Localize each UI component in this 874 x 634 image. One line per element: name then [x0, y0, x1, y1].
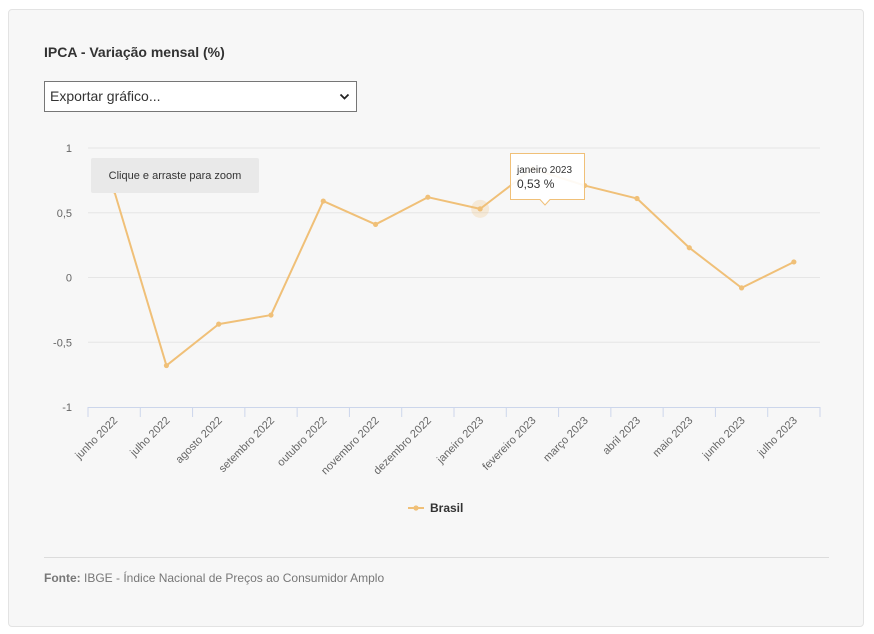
chevron-down-icon [339, 93, 350, 100]
x-tick-label: julho 2022 [127, 415, 172, 460]
chart-card [8, 9, 864, 627]
legend-item-brasil[interactable]: Brasil [408, 501, 463, 515]
x-tick-label: maio 2023 [651, 415, 696, 460]
data-point[interactable] [477, 206, 483, 212]
x-tick-label: dezembro 2022 [371, 415, 434, 478]
data-point[interactable] [268, 312, 274, 318]
zoom-hint: Clique e arraste para zoom [91, 158, 259, 193]
x-tick-label: agosto 2022 [174, 415, 225, 466]
x-tick-label: julho 2023 [755, 415, 800, 460]
export-chart-select[interactable]: Exportar gráfico... [44, 81, 357, 112]
data-point[interactable] [686, 245, 692, 251]
x-tick-label: junho 2022 [73, 415, 121, 463]
data-point[interactable] [738, 285, 745, 291]
y-tick-label: 0 [66, 273, 72, 285]
y-tick-label: -1 [62, 402, 72, 414]
x-tick-label: junho 2023 [700, 415, 748, 463]
x-tick-label: abril 2023 [600, 415, 643, 458]
legend-marker [413, 505, 419, 511]
source-prefix: Fonte: [44, 571, 81, 585]
tooltip-value: 0,53 % [517, 177, 555, 191]
data-point[interactable] [425, 194, 431, 200]
footer-divider [44, 557, 829, 558]
data-point[interactable] [216, 321, 222, 327]
y-tick-label: 0,5 [57, 208, 72, 220]
zoom-hint-text: Clique e arraste para zoom [109, 170, 242, 182]
data-point[interactable] [634, 195, 640, 202]
source-text: IBGE - Índice Nacional de Preços ao Cons… [84, 571, 385, 585]
tooltip-box [510, 153, 585, 206]
tooltip-label: janeiro 2023 [516, 165, 572, 176]
x-tick-label: setembro 2022 [217, 415, 277, 475]
legend-label: Brasil [430, 501, 463, 515]
series-line-brasil[interactable] [113, 167, 795, 367]
y-tick-label: -0,5 [53, 337, 72, 349]
chart-title: IPCA - Variação mensal (%) [44, 44, 225, 60]
x-tick-label: fevereiro 2023 [480, 415, 538, 473]
data-point[interactable] [320, 198, 326, 204]
data-point[interactable] [372, 221, 379, 228]
x-tick-label: outubro 2022 [275, 415, 329, 469]
y-tick-label: 1 [66, 143, 72, 155]
export-select-label: Exportar gráfico... [50, 88, 161, 104]
x-tick-label: janeiro 2023 [434, 415, 486, 467]
source-note: Fonte: IBGE - Índice Nacional de Preços … [44, 571, 384, 585]
data-point[interactable] [791, 259, 797, 265]
data-point[interactable] [163, 362, 170, 369]
x-tick-label: março 2023 [541, 415, 591, 465]
zoom-hint-box [91, 158, 259, 193]
